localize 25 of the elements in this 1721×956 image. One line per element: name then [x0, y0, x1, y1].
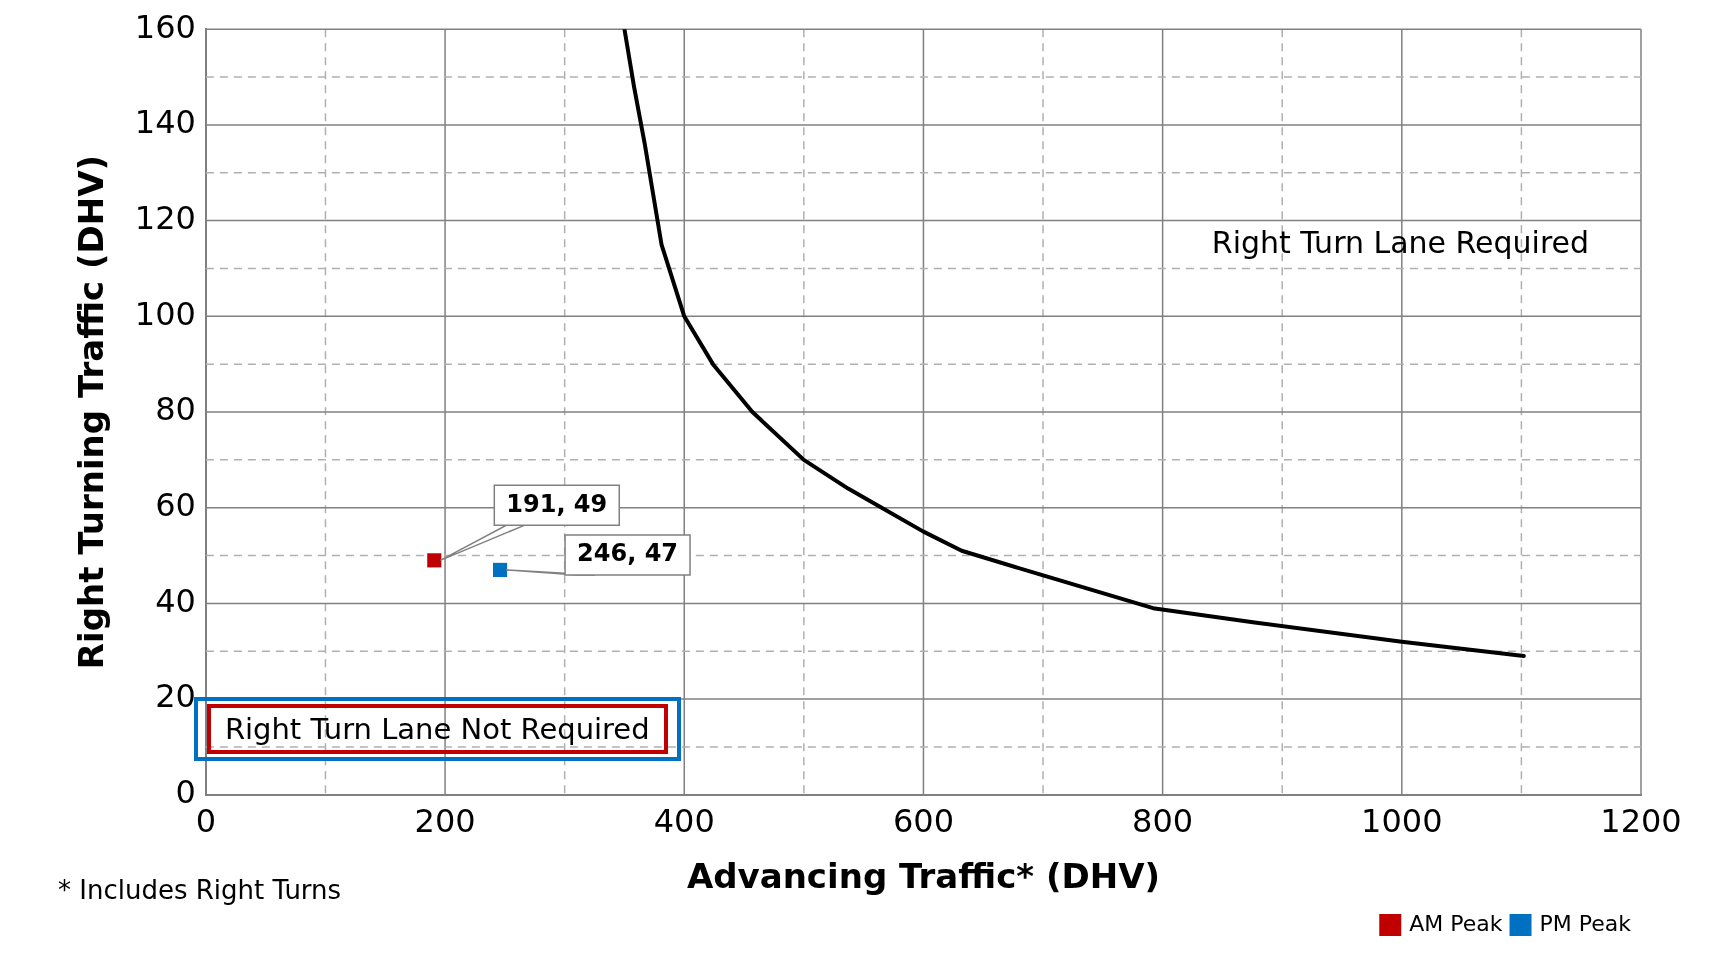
- y-tick-label: 0: [175, 773, 196, 812]
- x-tick-label: 200: [414, 802, 476, 841]
- y-tick-label: 140: [134, 103, 196, 142]
- text: * Includes Right Turns: [58, 874, 342, 905]
- y-axis-title: Right Turning Traffic (DHV): [71, 154, 112, 670]
- x-tick-label: 600: [892, 802, 954, 841]
- double-frame: Right Turn Lane Not Required: [193, 697, 681, 762]
- legend-label: PM Peak: [1539, 910, 1632, 936]
- y-tick-label: 100: [134, 294, 196, 333]
- data-label: 246, 47: [577, 539, 679, 568]
- x-tick-label: 400: [653, 802, 715, 841]
- data-label: 191, 49: [506, 489, 608, 518]
- y-tick-label: 60: [155, 486, 196, 525]
- y-tick-label: 160: [134, 7, 196, 46]
- y-tick-label: 80: [155, 390, 196, 429]
- x-axis-title: Advancing Traffic* (DHV): [686, 856, 1160, 897]
- annotation: Right Turn Lane Required: [1211, 224, 1590, 260]
- x-tick-label: 1000: [1361, 802, 1443, 841]
- x-tick-label: 1200: [1600, 802, 1682, 841]
- y-tick-label: 120: [134, 198, 196, 237]
- y-tick-label: 40: [155, 581, 196, 620]
- y-tick-label: 20: [155, 677, 196, 716]
- x-tick-label: 800: [1132, 802, 1194, 841]
- annotation: Right Turn Lane Not Required: [206, 704, 668, 755]
- legend-label: AM Peak: [1409, 910, 1503, 936]
